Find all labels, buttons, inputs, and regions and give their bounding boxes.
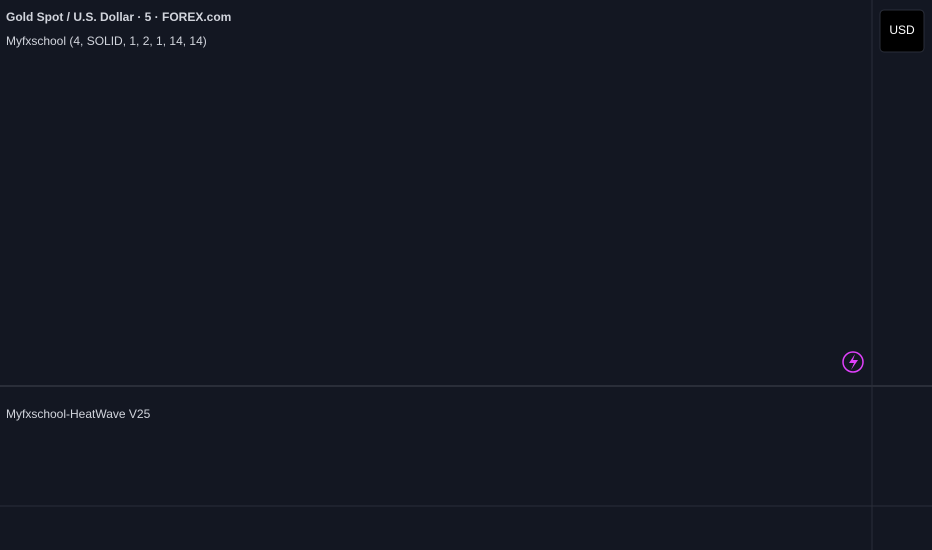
oscillator-title: Myfxschool-HeatWave V25 (6, 407, 151, 421)
currency-button[interactable] (879, 9, 925, 53)
alert-icon[interactable] (842, 351, 864, 373)
indicator-title: Myfxschool (4, SOLID, 1, 2, 1, 14, 14) (6, 34, 207, 48)
currency-label[interactable]: USD (889, 23, 915, 37)
symbol-title: Gold Spot / U.S. Dollar · 5 · FOREX.com (6, 10, 231, 24)
price-pane (0, 0, 872, 385)
alert-bolt (849, 354, 858, 370)
